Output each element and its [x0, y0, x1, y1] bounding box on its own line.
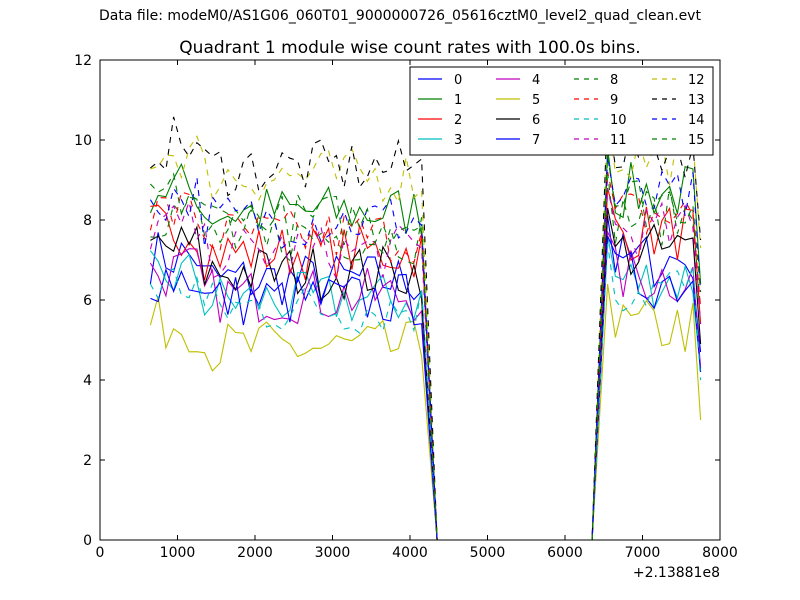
series-line-6 — [150, 207, 702, 541]
series-line-7 — [150, 235, 702, 541]
x-offset-label: +2.13881e8 — [633, 565, 720, 581]
y-tick-label: 0 — [83, 533, 92, 549]
y-tick-label: 2 — [83, 453, 92, 469]
y-tick-label: 4 — [83, 373, 92, 389]
series-line-3 — [149, 235, 702, 541]
legend-label-11: 11 — [610, 133, 627, 148]
series-line-13 — [150, 103, 702, 541]
series-line-5 — [149, 283, 702, 541]
x-tick-label: 5000 — [470, 545, 506, 561]
series-line-15 — [149, 155, 702, 541]
legend-label-6: 6 — [532, 113, 540, 128]
series-line-2 — [150, 187, 702, 541]
legend-label-7: 7 — [532, 133, 540, 148]
legend-label-1: 1 — [454, 93, 462, 108]
x-tick-label: 6000 — [547, 545, 583, 561]
series-line-14 — [149, 155, 702, 541]
y-tick-label: 6 — [83, 293, 92, 309]
x-tick-label: 3000 — [315, 545, 351, 561]
x-tick-label: 8000 — [702, 545, 738, 561]
chart-title: Quadrant 1 module wise count rates with … — [179, 38, 640, 58]
series-line-9 — [149, 171, 702, 541]
series-line-1 — [149, 147, 702, 541]
legend-label-15: 15 — [688, 133, 705, 148]
x-tick-label: 1000 — [160, 545, 196, 561]
legend-label-14: 14 — [688, 113, 705, 128]
series-line-0 — [149, 215, 702, 541]
legend-label-5: 5 — [532, 93, 540, 108]
y-tick-label: 10 — [74, 133, 92, 149]
series-line-10 — [149, 243, 702, 541]
legend-label-2: 2 — [454, 113, 462, 128]
axis-layer: 0 1000 2000 3000 4000 5000 6000 7000 80000246810… — [74, 53, 738, 561]
x-tick-label: 0 — [96, 545, 105, 561]
legend-label-8: 8 — [610, 73, 618, 88]
legend-label-3: 3 — [454, 133, 462, 148]
y-tick-label: 12 — [74, 53, 92, 69]
series-layer — [149, 103, 702, 541]
series-line-8 — [150, 171, 702, 541]
legend-label-10: 10 — [610, 113, 627, 128]
legend-label-13: 13 — [688, 93, 705, 108]
x-tick-label: 2000 — [237, 545, 273, 561]
series-line-11 — [149, 187, 702, 541]
legend-box — [409, 66, 714, 156]
figure-suptitle: Data file: modeM0/AS1G06_060T01_90000007… — [99, 8, 701, 24]
legend-label-9: 9 — [610, 93, 618, 108]
x-tick-label: 4000 — [392, 545, 428, 561]
y-tick-label: 8 — [83, 213, 92, 229]
x-tick-label: 7000 — [625, 545, 661, 561]
legend-label-12: 12 — [688, 73, 705, 88]
legend-label-4: 4 — [532, 73, 540, 88]
legend-label-0: 0 — [454, 73, 462, 88]
series-line-12 — [150, 111, 702, 541]
